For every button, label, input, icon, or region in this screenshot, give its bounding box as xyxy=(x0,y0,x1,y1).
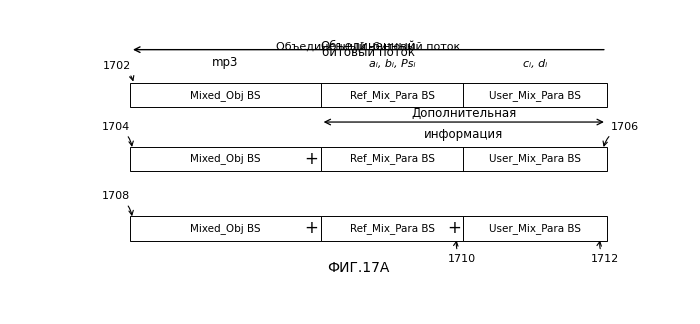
Bar xyxy=(130,83,607,108)
Text: Mixed_Obj BS: Mixed_Obj BS xyxy=(190,154,261,165)
Text: 1712: 1712 xyxy=(592,241,620,264)
Text: User_Mix_Para BS: User_Mix_Para BS xyxy=(489,223,581,234)
Text: 1710: 1710 xyxy=(448,241,476,264)
Text: aᵢ, bᵢ, Psᵢ: aᵢ, bᵢ, Psᵢ xyxy=(369,59,415,69)
Text: Ref_Mix_Para BS: Ref_Mix_Para BS xyxy=(349,154,435,165)
Text: битовый поток: битовый поток xyxy=(322,46,415,59)
Text: Дополнительная: Дополнительная xyxy=(411,107,517,120)
Text: User_Mix_Para BS: User_Mix_Para BS xyxy=(489,154,581,165)
Text: информация: информация xyxy=(424,128,503,141)
Text: +: + xyxy=(447,219,461,237)
Text: Mixed_Obj BS: Mixed_Obj BS xyxy=(190,223,261,234)
Text: Ref_Mix_Para BS: Ref_Mix_Para BS xyxy=(349,90,435,100)
Text: +: + xyxy=(304,150,318,168)
Text: 1704: 1704 xyxy=(102,122,133,146)
Text: Объединенный: Объединенный xyxy=(321,39,416,52)
Text: Ref_Mix_Para BS: Ref_Mix_Para BS xyxy=(349,223,435,234)
Text: Mixed_Obj BS: Mixed_Obj BS xyxy=(190,90,261,100)
Text: +: + xyxy=(304,219,318,237)
Text: User_Mix_Para BS: User_Mix_Para BS xyxy=(489,90,581,100)
Text: ФИГ.17А: ФИГ.17А xyxy=(328,260,390,274)
Bar xyxy=(321,147,607,171)
Text: Объединенный  битовый поток: Объединенный битовый поток xyxy=(276,41,461,51)
Text: 1706: 1706 xyxy=(603,122,638,146)
Text: 1702: 1702 xyxy=(103,61,134,80)
Text: 1708: 1708 xyxy=(102,191,133,215)
Bar xyxy=(130,147,321,171)
Bar xyxy=(463,216,607,241)
Bar xyxy=(130,216,321,241)
Text: cᵢ, dᵢ: cᵢ, dᵢ xyxy=(523,59,547,69)
Bar xyxy=(321,216,463,241)
Text: mp3: mp3 xyxy=(212,56,239,69)
